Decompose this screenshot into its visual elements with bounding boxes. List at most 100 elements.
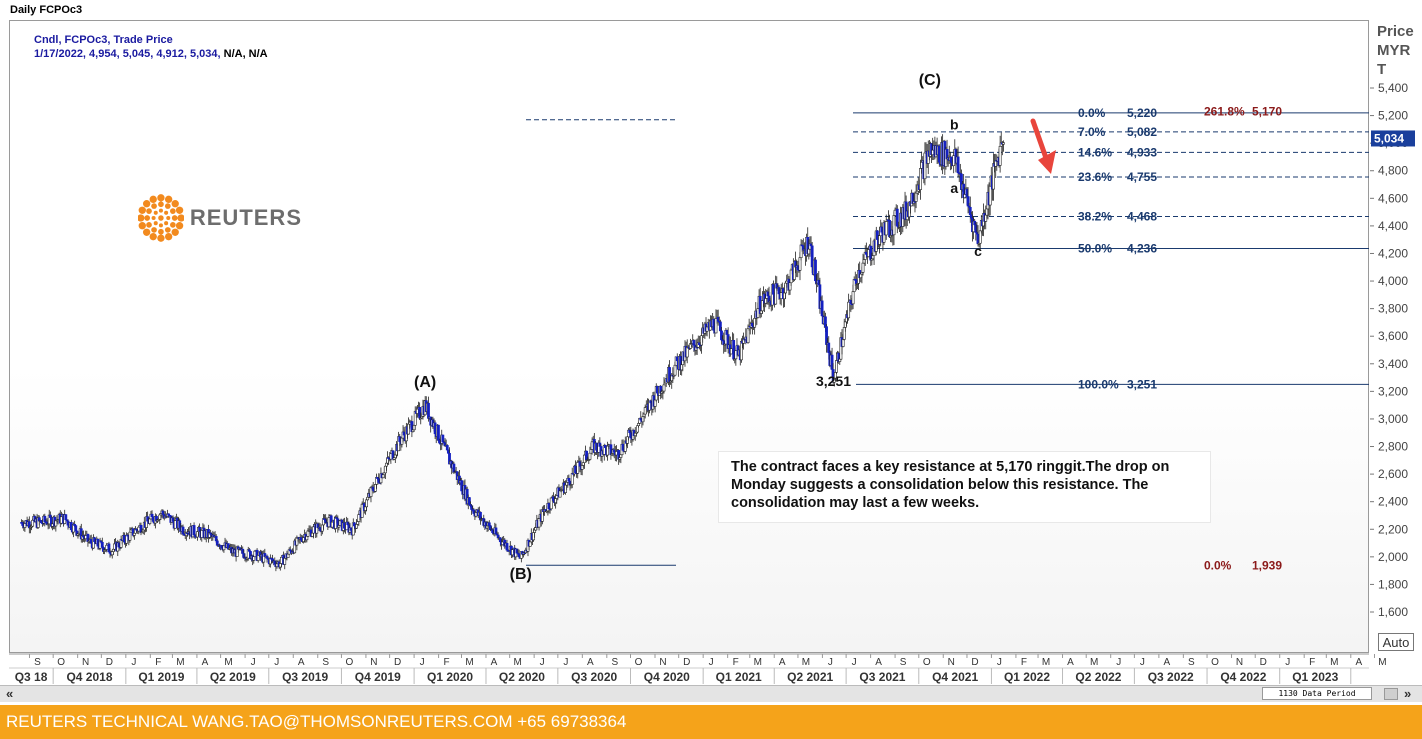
y-tick-label: 1,600	[1378, 605, 1408, 619]
x-month-label: F	[1309, 657, 1315, 668]
x-month-label: D	[683, 657, 690, 668]
fib-level-value: 4,236	[1127, 242, 1157, 256]
x-month-label: A	[779, 657, 786, 668]
x-quarter-label: Q4 2019	[355, 670, 401, 684]
x-quarter-label: Q4 2022	[1220, 670, 1266, 684]
commentary-box: The contract faces a key resistance at 5…	[718, 451, 1211, 523]
projection-value-label: 1,939	[1252, 558, 1282, 572]
x-quarter-label: Q3 2020	[571, 670, 617, 684]
x-month-label: J	[1285, 657, 1290, 668]
candle-body	[137, 526, 141, 532]
logo-dot	[158, 223, 163, 228]
price-axis-header: Price MYR T	[1377, 22, 1414, 79]
logo-dot	[153, 221, 158, 226]
x-month-label: N	[948, 657, 955, 668]
logo-dot	[138, 214, 145, 222]
auto-scale-button[interactable]: Auto	[1378, 633, 1414, 651]
legend-na: N/A, N/A	[223, 48, 268, 60]
candle-body	[433, 422, 437, 435]
y-tick-label: 4,800	[1378, 164, 1408, 178]
last-price-label: 5,034	[1374, 131, 1404, 145]
y-tick-label: 4,200	[1378, 246, 1408, 260]
y-tick-label: 3,000	[1378, 412, 1408, 426]
candle-body	[505, 542, 509, 551]
candle-body	[884, 221, 888, 236]
logo-dot	[142, 228, 151, 236]
candle-body	[998, 145, 1002, 166]
logo-dot	[158, 215, 164, 221]
wave-label: b	[950, 116, 959, 132]
logo-dot	[146, 208, 152, 214]
price-chart[interactable]: 1,600 1,800 2,000 2,200 2,400 2,600 2,800 3,000…	[0, 0, 1422, 705]
fib-level-value: 5,220	[1127, 106, 1157, 120]
x-month-label: S	[1188, 657, 1195, 668]
x-quarter-label: Q4 2018	[66, 670, 112, 684]
x-month-label: N	[1236, 657, 1243, 668]
x-quarter-label: Q4 2021	[932, 670, 978, 684]
x-quarter-label: Q1 2022	[1004, 670, 1050, 684]
x-month-label: O	[1211, 657, 1219, 668]
x-month-label: M	[1378, 657, 1386, 668]
logo-dot	[164, 210, 169, 215]
x-month-label: D	[971, 657, 978, 668]
chart-scrollbar[interactable]: « 1130 Data Period »	[0, 685, 1422, 702]
scroll-thumb[interactable]	[1384, 688, 1398, 700]
data-period-field[interactable]: 1130 Data Period	[1262, 687, 1372, 700]
wave-label: c	[974, 243, 982, 259]
projection-percent-label: 0.0%	[1204, 558, 1232, 572]
x-month-label: J	[828, 657, 833, 668]
logo-dot	[138, 206, 146, 214]
candle-body	[280, 556, 283, 564]
logo-dot	[164, 221, 169, 226]
fib-level-percent: 23.6%	[1078, 170, 1112, 184]
x-quarter-label: Q1 2020	[427, 670, 473, 684]
x-month-label: O	[635, 657, 643, 668]
arrow-shaft	[1030, 118, 1049, 161]
x-month-label: J	[997, 657, 1002, 668]
down-arrow-icon	[1030, 118, 1056, 174]
x-month-label: N	[659, 657, 666, 668]
candle-body	[427, 402, 430, 419]
x-quarter-label: Q2 2020	[499, 670, 545, 684]
candle-body	[355, 524, 359, 529]
chart-legend: Cndl, FCPOc3, Trade Price 1/17/2022, 4,9…	[34, 33, 268, 61]
candle-body	[74, 525, 78, 532]
candle-body	[312, 526, 315, 534]
x-month-label: N	[370, 657, 377, 668]
logo-dot	[151, 215, 156, 221]
x-month-label: M	[465, 657, 473, 668]
x-month-label: A	[1164, 657, 1171, 668]
logo-dot	[164, 227, 171, 233]
x-month-label: O	[346, 657, 354, 668]
fib-level-value: 5,082	[1127, 125, 1157, 139]
x-quarter-label: Q2 2022	[1075, 670, 1121, 684]
logo-dot	[171, 215, 178, 221]
scroll-right-icon[interactable]: »	[1404, 686, 1412, 701]
x-month-label: J	[540, 657, 545, 668]
candle-body	[352, 522, 356, 527]
logo-dot	[158, 228, 164, 235]
x-quarter-label: Q1 2019	[138, 670, 184, 684]
logo-dot	[164, 195, 173, 204]
x-month-label: A	[587, 657, 594, 668]
x-month-label: F	[1021, 657, 1027, 668]
x-month-label: M	[802, 657, 810, 668]
y-tick-label: 2,200	[1378, 522, 1408, 536]
candle-body	[365, 499, 368, 508]
window-title: Daily FCPOc3	[10, 4, 83, 16]
fib-level-percent: 0.0%	[1078, 106, 1106, 120]
logo-dot	[151, 203, 157, 209]
plot-area[interactable]	[9, 20, 1369, 653]
x-month-label: F	[155, 657, 161, 668]
logo-dot	[142, 200, 151, 208]
x-month-label: M	[1330, 657, 1338, 668]
candle-body	[1002, 142, 1005, 145]
price-header-line2: MYR	[1377, 42, 1411, 59]
x-month-label: N	[82, 657, 89, 668]
logo-dot	[157, 194, 165, 202]
scroll-left-icon[interactable]: «	[6, 686, 14, 701]
y-tick-label: 5,200	[1378, 109, 1408, 123]
logo-dot	[149, 195, 157, 204]
y-tick-label: 5,400	[1378, 81, 1408, 95]
logo-dot	[157, 234, 165, 242]
